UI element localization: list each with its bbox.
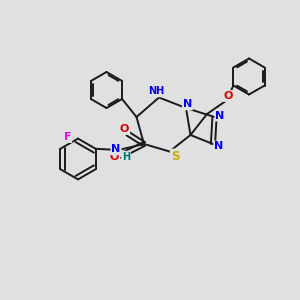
Text: N: N — [112, 144, 121, 154]
Text: S: S — [171, 149, 179, 163]
Text: N: N — [183, 99, 192, 110]
Text: H: H — [122, 152, 130, 162]
Text: F: F — [64, 132, 71, 142]
Text: N: N — [215, 110, 224, 121]
Text: NH: NH — [148, 86, 164, 97]
Text: O: O — [120, 124, 129, 134]
Text: O: O — [223, 91, 233, 101]
Text: O: O — [110, 152, 119, 163]
Text: N: N — [214, 141, 224, 152]
